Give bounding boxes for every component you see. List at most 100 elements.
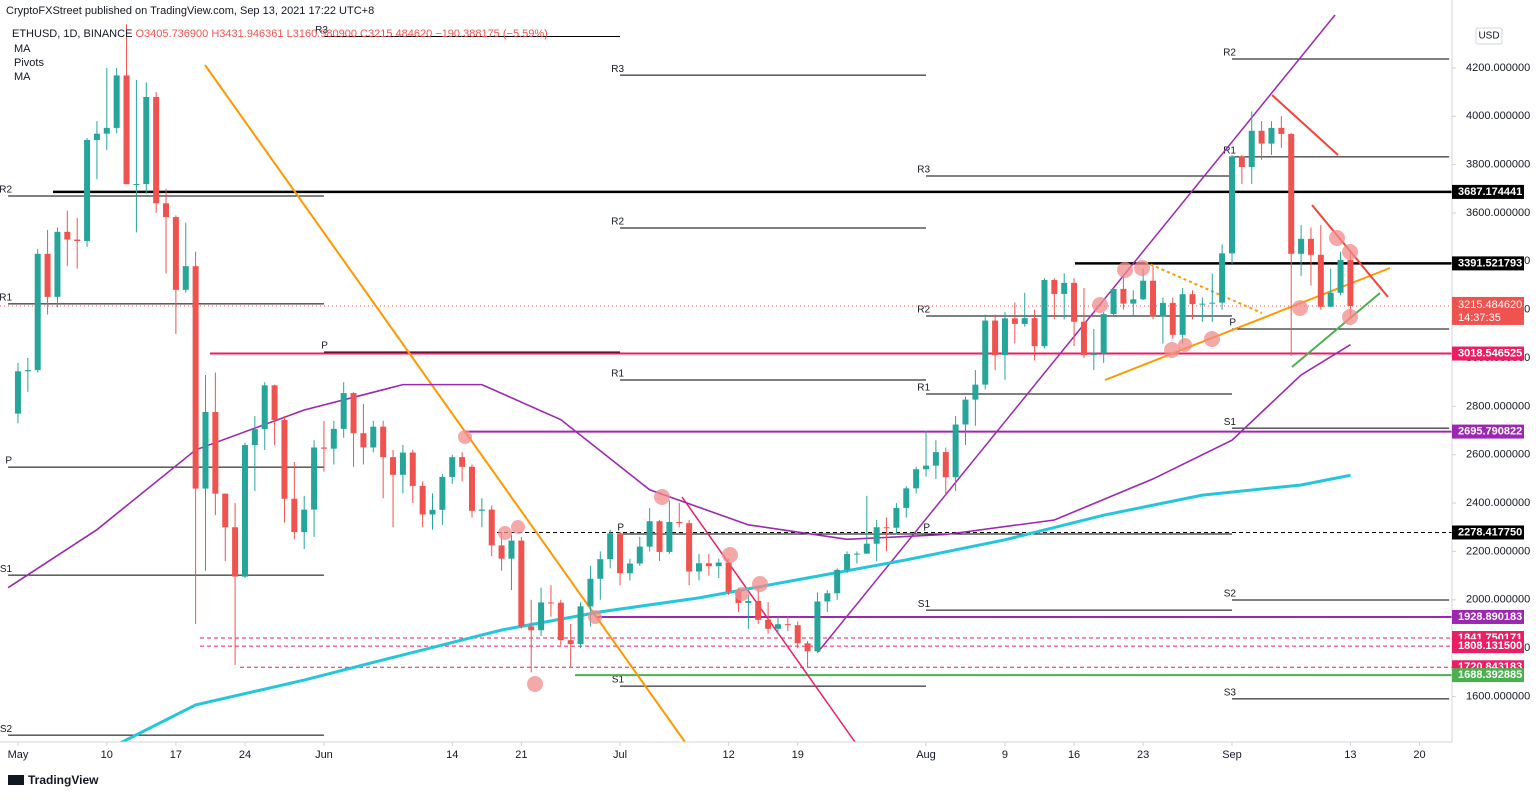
x-tick-label: 12 xyxy=(722,749,734,761)
symbol: ETHUSD, 1D, BINANCE O3405.736900 H3431.9… xyxy=(12,28,548,40)
candle-body xyxy=(1071,282,1078,322)
candle-body xyxy=(54,231,61,297)
candle-body xyxy=(577,606,584,645)
candle-body xyxy=(715,562,722,567)
candle-body xyxy=(745,600,752,603)
y-tick-label: 4000.000000 xyxy=(1466,110,1530,122)
candle-body xyxy=(893,507,900,528)
candle-body xyxy=(863,543,870,554)
level-tag xyxy=(1452,668,1524,683)
candle-body xyxy=(143,96,150,184)
candle-body xyxy=(1258,130,1265,144)
pivot-label: P xyxy=(617,523,624,534)
candle-body xyxy=(814,601,821,652)
candle-body xyxy=(291,498,298,533)
candle-body xyxy=(794,625,801,644)
candle-body xyxy=(557,602,564,641)
candle-body xyxy=(44,253,51,297)
candle-body xyxy=(774,624,781,629)
ohlc-high: H3431.946361 xyxy=(211,28,283,40)
indicator[interactable]: MA xyxy=(14,71,31,83)
candle-body xyxy=(1061,282,1068,294)
candle-body xyxy=(468,466,475,511)
pivot-label: S2 xyxy=(0,724,13,735)
candle-body xyxy=(883,527,890,529)
candle-body xyxy=(222,493,229,528)
candle-body xyxy=(903,488,910,508)
level-tag xyxy=(1452,256,1524,271)
candle-body xyxy=(853,553,860,555)
candle-body xyxy=(755,600,762,620)
logo: TradingView xyxy=(8,773,99,787)
candle-body xyxy=(587,578,594,607)
pivot-label: R2 xyxy=(1223,48,1236,59)
candle-body xyxy=(281,419,288,499)
x-tick-label: 9 xyxy=(1002,749,1008,761)
y-tick-label: 2200.000000 xyxy=(1466,545,1530,557)
x-tick-label: 24 xyxy=(239,749,251,761)
level-tag xyxy=(1452,639,1524,654)
candle-body xyxy=(163,203,170,218)
symbol-name: ETHUSD, 1D, BINANCE xyxy=(12,28,132,40)
y-tick-label: 2600.000000 xyxy=(1466,449,1530,461)
candle-body xyxy=(913,469,920,489)
candle-body xyxy=(972,384,979,400)
pivot-label: R1 xyxy=(1223,146,1236,157)
x-tick-label: 13 xyxy=(1344,749,1356,761)
candle-body xyxy=(873,527,880,544)
x-tick-label: 17 xyxy=(170,749,182,761)
candle-body xyxy=(923,465,930,470)
candle-body xyxy=(1090,353,1097,356)
pivot-label: S3 xyxy=(1224,688,1237,699)
level-tag xyxy=(1452,609,1524,624)
currency: USD xyxy=(1478,31,1499,42)
candle-body xyxy=(538,602,545,631)
x-tick-label: Jun xyxy=(315,749,333,761)
candle-body xyxy=(113,75,120,128)
y-tick-label: 2400.000000 xyxy=(1466,497,1530,509)
last-price-label: 3215.484620 xyxy=(1458,299,1522,311)
x-tick-label: 16 xyxy=(1068,749,1080,761)
candle-body xyxy=(1219,253,1226,303)
pivot-label: R2 xyxy=(611,217,624,228)
candle-body xyxy=(1298,238,1305,254)
moving-average xyxy=(118,473,1351,742)
candle-body xyxy=(390,457,397,475)
candle-body xyxy=(547,602,554,604)
ohlc-change: −190.388175 (−5.59%) xyxy=(435,28,548,40)
candle-body xyxy=(1051,279,1058,294)
pivot-label: S1 xyxy=(1224,417,1237,428)
candle-body xyxy=(1238,156,1245,168)
candle-body xyxy=(952,424,959,478)
candle-body xyxy=(607,533,614,560)
candle-body xyxy=(646,521,653,547)
indicator[interactable]: MA xyxy=(14,43,31,55)
candle-body xyxy=(241,445,248,577)
level-label: 3687.174441 xyxy=(1458,186,1522,198)
candle-body xyxy=(666,521,673,552)
candle-body xyxy=(1130,299,1137,304)
candle-body xyxy=(1337,259,1344,293)
candle-body xyxy=(330,428,337,449)
candle-body xyxy=(942,452,949,478)
pivot-label: R2 xyxy=(0,185,13,196)
ohlc-open: O3405.736900 xyxy=(135,28,208,40)
candle-body xyxy=(271,385,278,420)
candle-body xyxy=(1100,314,1107,354)
pivot-label: P xyxy=(923,523,930,534)
candle-body xyxy=(824,593,831,602)
y-tick-label: 3800.000000 xyxy=(1466,159,1530,171)
candle-body xyxy=(1189,294,1196,305)
candle-body xyxy=(804,643,811,652)
pivot-label: R1 xyxy=(917,383,930,394)
pivot-label: P xyxy=(321,341,328,352)
candle-body xyxy=(1080,321,1087,356)
candle-body xyxy=(567,640,574,645)
last-price-tag xyxy=(1452,296,1524,325)
candle-body xyxy=(1209,302,1216,304)
currency-box[interactable] xyxy=(1475,27,1503,45)
candle-body xyxy=(1150,280,1157,317)
x-tick-label: 20 xyxy=(1413,749,1425,761)
candle-body xyxy=(182,266,189,290)
indicator[interactable]: Pivots xyxy=(14,57,44,69)
